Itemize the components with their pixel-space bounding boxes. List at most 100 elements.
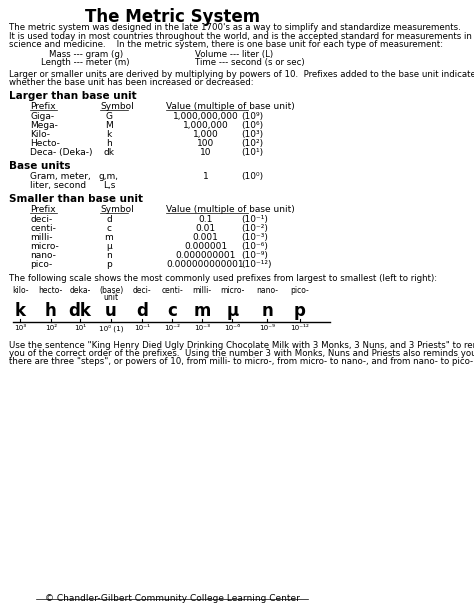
Text: nano-: nano-: [256, 286, 278, 294]
Text: milli-: milli-: [30, 232, 53, 242]
Text: science and medicine.    In the metric system, there is one base unit for each t: science and medicine. In the metric syst…: [9, 40, 443, 49]
Text: The metric system was designed in the late 1700's as a way to simplify and stand: The metric system was designed in the la…: [9, 23, 460, 32]
Text: 10⁻⁶: 10⁻⁶: [224, 324, 240, 330]
Text: 10¹: 10¹: [74, 324, 86, 330]
Text: (10²): (10²): [241, 139, 263, 148]
Text: k: k: [15, 302, 26, 319]
Text: (10⁻¹): (10⁻¹): [241, 215, 268, 224]
Text: d: d: [106, 215, 112, 224]
Text: 10⁻⁹: 10⁻⁹: [259, 324, 275, 330]
Text: Hecto-: Hecto-: [30, 139, 60, 148]
Text: d: d: [137, 302, 148, 319]
Text: 0.1: 0.1: [198, 215, 213, 224]
Text: deci-: deci-: [30, 215, 53, 224]
Text: Mega-: Mega-: [30, 121, 58, 129]
Text: Kilo-: Kilo-: [30, 129, 51, 139]
Text: centi-: centi-: [161, 286, 183, 294]
Text: Mass --- gram (g): Mass --- gram (g): [49, 50, 123, 58]
Text: nano-: nano-: [30, 251, 56, 259]
Text: 1,000,000,000: 1,000,000,000: [173, 112, 238, 121]
Text: (10⁻³): (10⁻³): [241, 232, 268, 242]
Text: milli-: milli-: [192, 286, 211, 294]
Text: 0.000000000001: 0.000000000001: [167, 259, 244, 268]
Text: n: n: [106, 251, 112, 259]
Text: (10⁹): (10⁹): [241, 112, 263, 121]
Text: The Metric System: The Metric System: [84, 8, 260, 26]
Text: (base): (base): [99, 286, 123, 294]
Text: Deca- (Deka-): Deca- (Deka-): [30, 148, 93, 156]
Text: 10⁻³: 10⁻³: [194, 324, 210, 330]
Text: unit: unit: [103, 292, 118, 302]
Text: centi-: centi-: [30, 224, 56, 232]
Text: 1: 1: [202, 172, 209, 180]
Text: Gram, meter,: Gram, meter,: [30, 172, 91, 180]
Text: Base units: Base units: [9, 161, 70, 170]
Text: deci-: deci-: [133, 286, 152, 294]
Text: (10⁻⁶): (10⁻⁶): [241, 242, 268, 251]
Text: pico-: pico-: [291, 286, 309, 294]
Text: p: p: [294, 302, 306, 319]
Text: 0.000000001: 0.000000001: [175, 251, 236, 259]
Text: © Chandler-Gilbert Community College Learning Center: © Chandler-Gilbert Community College Lea…: [45, 594, 300, 603]
Text: there are three "steps", or powers of 10, from milli- to micro-, from micro- to : there are three "steps", or powers of 10…: [9, 357, 474, 367]
Text: (10³): (10³): [241, 129, 263, 139]
Text: liter, second: liter, second: [30, 180, 87, 189]
Text: g,m,: g,m,: [99, 172, 119, 180]
Text: h: h: [106, 139, 112, 148]
Text: 0.001: 0.001: [192, 232, 219, 242]
Text: G: G: [105, 112, 112, 121]
Text: (10⁻²): (10⁻²): [241, 224, 268, 232]
Text: Prefix: Prefix: [30, 205, 56, 213]
Text: u: u: [105, 302, 117, 319]
Text: 100: 100: [197, 139, 214, 148]
Text: n: n: [261, 302, 273, 319]
Text: c: c: [167, 302, 177, 319]
Text: (10¹): (10¹): [241, 148, 263, 156]
Text: 10⁻¹²: 10⁻¹²: [291, 324, 310, 330]
Text: (10⁻¹²): (10⁻¹²): [241, 259, 272, 268]
Text: m: m: [105, 232, 113, 242]
Text: 1,000: 1,000: [192, 129, 219, 139]
Text: Symbol: Symbol: [100, 102, 134, 110]
Text: Value (multiple of base unit): Value (multiple of base unit): [165, 205, 294, 213]
Text: Prefix: Prefix: [30, 102, 56, 110]
Text: Volume --- liter (L): Volume --- liter (L): [195, 50, 273, 58]
Text: 10⁻¹: 10⁻¹: [134, 324, 150, 330]
Text: pico-: pico-: [30, 259, 53, 268]
Text: dk: dk: [103, 148, 114, 156]
Text: μ: μ: [226, 302, 238, 319]
Text: Giga-: Giga-: [30, 112, 55, 121]
Text: L,s: L,s: [103, 180, 115, 189]
Text: Symbol: Symbol: [100, 205, 134, 213]
Text: The following scale shows the most commonly used prefixes from largest to smalle: The following scale shows the most commo…: [9, 273, 437, 283]
Text: 10²: 10²: [45, 324, 57, 330]
Text: micro-: micro-: [30, 242, 59, 251]
Text: hecto-: hecto-: [39, 286, 63, 294]
Text: c: c: [107, 224, 111, 232]
Text: (10⁶): (10⁶): [241, 121, 263, 129]
Text: 10⁰ (1): 10⁰ (1): [99, 324, 123, 332]
Text: 10⁻²: 10⁻²: [164, 324, 180, 330]
Text: 1,000,000: 1,000,000: [182, 121, 228, 129]
Text: micro-: micro-: [220, 286, 245, 294]
Text: It is used today in most countries throughout the world, and is the accepted sta: It is used today in most countries throu…: [9, 31, 472, 40]
Text: (10⁻⁹): (10⁻⁹): [241, 251, 268, 259]
Text: Time --- second (s or sec): Time --- second (s or sec): [195, 58, 304, 67]
Text: (10⁰): (10⁰): [241, 172, 263, 180]
Text: 0.01: 0.01: [195, 224, 216, 232]
Text: dk: dk: [68, 302, 91, 319]
Text: h: h: [45, 302, 57, 319]
Text: kilo-: kilo-: [12, 286, 28, 294]
Text: Larger than base unit: Larger than base unit: [9, 91, 137, 101]
Text: Larger or smaller units are derived by multiplying by powers of 10.  Prefixes ad: Larger or smaller units are derived by m…: [9, 69, 474, 78]
Text: Length --- meter (m): Length --- meter (m): [41, 58, 130, 67]
Text: deka-: deka-: [69, 286, 91, 294]
Text: 0.000001: 0.000001: [184, 242, 227, 251]
Text: μ: μ: [106, 242, 112, 251]
Text: you of the correct order of the prefixes.  Using the number 3 with Monks, Nuns a: you of the correct order of the prefixes…: [9, 349, 474, 358]
Text: Value (multiple of base unit): Value (multiple of base unit): [165, 102, 294, 110]
Text: Smaller than base unit: Smaller than base unit: [9, 194, 143, 204]
Text: p: p: [106, 259, 112, 268]
Text: 10: 10: [200, 148, 211, 156]
Text: m: m: [193, 302, 210, 319]
